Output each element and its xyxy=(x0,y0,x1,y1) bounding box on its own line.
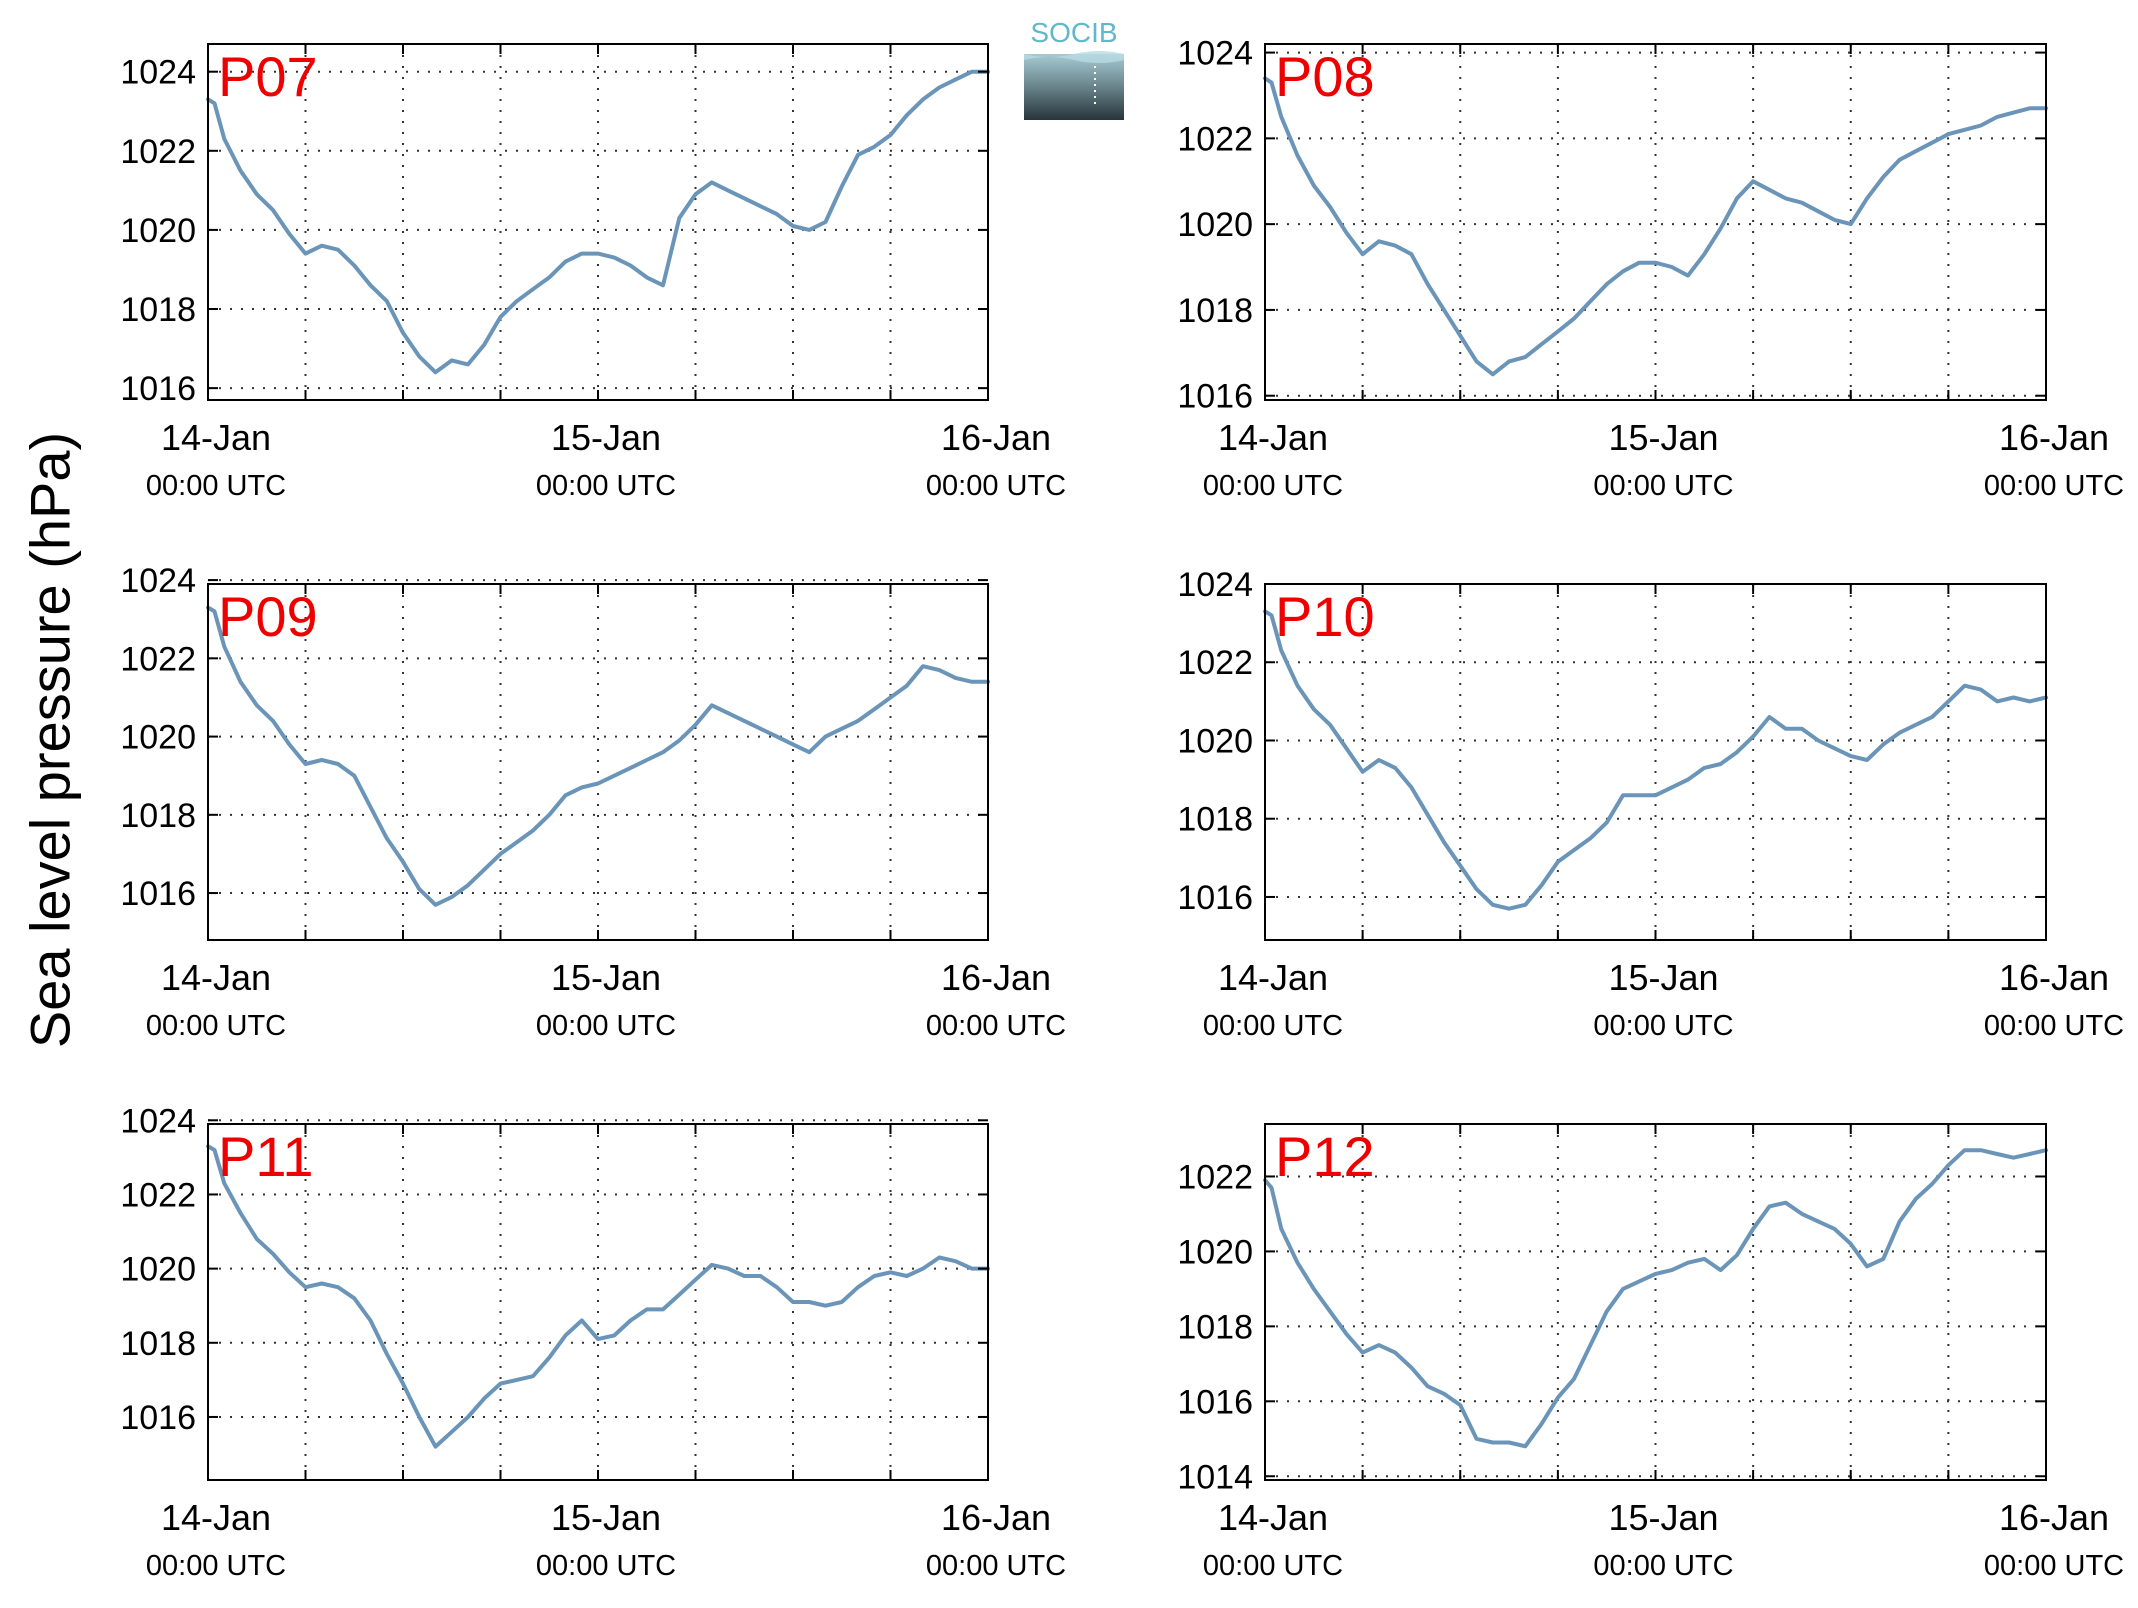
x-tick-sublabel: 00:00 UTC xyxy=(146,1010,286,1042)
y-tick-label: 1022 xyxy=(120,133,196,171)
x-tick-sublabel: 00:00 UTC xyxy=(1593,1010,1733,1042)
series-line xyxy=(206,1144,990,1449)
y-tick-label: 1024 xyxy=(1177,35,1253,73)
x-tick-sublabel: 00:00 UTC xyxy=(1984,470,2124,502)
x-tick-sublabel: 00:00 UTC xyxy=(1203,1550,1343,1582)
x-tick-sublabel: 00:00 UTC xyxy=(536,470,676,502)
chart-p07: 1016 1018 1020 1022 1024 14-Jan 00:00 UTC 15-Ja… xyxy=(120,43,1066,502)
x-tick-sublabel: 00:00 UTC xyxy=(536,1010,676,1042)
x-tick-label: 16-Jan xyxy=(1999,957,2109,998)
x-tick-label: 16-Jan xyxy=(941,957,1051,998)
panel-title: P07 xyxy=(218,45,318,108)
series-line xyxy=(206,69,990,375)
y-tick-label: 1020 xyxy=(120,1251,196,1289)
panel-title: P10 xyxy=(1275,585,1375,648)
panel-title: P11 xyxy=(218,1125,313,1188)
x-tick-label: 15-Jan xyxy=(1608,1497,1718,1538)
panel-title: P09 xyxy=(218,585,318,648)
x-tick-sublabel: 00:00 UTC xyxy=(926,1010,1066,1042)
x-tick-label: 16-Jan xyxy=(941,1497,1051,1538)
x-tick-label: 14-Jan xyxy=(161,1497,271,1538)
x-tick-label: 15-Jan xyxy=(1608,957,1718,998)
y-tick-label: 1020 xyxy=(1177,206,1253,244)
y-tick-label: 1016 xyxy=(1177,378,1253,416)
x-tick-sublabel: 00:00 UTC xyxy=(146,470,286,502)
y-tick-label: 1018 xyxy=(120,797,196,835)
y-tick-label: 1024 xyxy=(120,562,196,600)
x-tick-sublabel: 00:00 UTC xyxy=(926,1550,1066,1582)
x-tick-label: 14-Jan xyxy=(1218,417,1328,458)
x-tick-sublabel: 00:00 UTC xyxy=(1203,1010,1343,1042)
y-tick-label: 1020 xyxy=(120,719,196,757)
y-tick-label: 1020 xyxy=(1177,1233,1253,1271)
svg-text:SOCIB: SOCIB xyxy=(1030,17,1117,48)
x-tick-sublabel: 00:00 UTC xyxy=(146,1550,286,1582)
x-tick-sublabel: 00:00 UTC xyxy=(1984,1010,2124,1042)
y-tick-label: 1018 xyxy=(1177,292,1253,330)
y-tick-label: 1024 xyxy=(120,54,196,92)
x-tick-label: 15-Jan xyxy=(1608,417,1718,458)
y-tick-label: 1024 xyxy=(1177,566,1253,604)
x-tick-sublabel: 00:00 UTC xyxy=(1593,1550,1733,1582)
x-tick-sublabel: 00:00 UTC xyxy=(536,1550,676,1582)
x-tick-label: 16-Jan xyxy=(1999,417,2109,458)
x-tick-label: 14-Jan xyxy=(1218,957,1328,998)
panel-title: P12 xyxy=(1275,1125,1375,1188)
x-tick-label: 15-Jan xyxy=(551,417,661,458)
y-tick-label: 1018 xyxy=(1177,1308,1253,1346)
chart-p08: 1016 1018 1020 1022 1024 14-Jan 00:00 UTC 15-Ja… xyxy=(1177,35,2124,502)
x-tick-sublabel: 00:00 UTC xyxy=(1593,470,1733,502)
y-tick-label: 1016 xyxy=(1177,879,1253,917)
y-tick-label: 1016 xyxy=(120,370,196,408)
y-tick-label: 1022 xyxy=(120,640,196,678)
y-tick-label: 1014 xyxy=(1177,1458,1253,1496)
y-tick-label: 1018 xyxy=(1177,801,1253,839)
y-tick-label: 1018 xyxy=(120,291,196,329)
x-tick-sublabel: 00:00 UTC xyxy=(926,470,1066,502)
y-axis-label-text: Sea level pressure (hPa) xyxy=(18,431,82,1049)
panel-title: P08 xyxy=(1275,45,1375,108)
series-line xyxy=(206,605,990,907)
x-tick-label: 16-Jan xyxy=(941,417,1051,458)
x-tick-label: 15-Jan xyxy=(551,1497,661,1538)
x-tick-label: 14-Jan xyxy=(161,957,271,998)
chart-p12: 1014 1016 1018 1020 1022 14-Jan 00:00 UTC 15-Ja… xyxy=(1177,1123,2124,1582)
y-tick-label: 1018 xyxy=(120,1325,196,1363)
y-tick-label: 1020 xyxy=(120,212,196,250)
series-line xyxy=(1263,609,2048,911)
x-tick-sublabel: 00:00 UTC xyxy=(1984,1550,2124,1582)
series-line xyxy=(1263,1148,2048,1449)
y-tick-label: 1022 xyxy=(1177,644,1253,682)
y-tick-label: 1022 xyxy=(1177,1158,1253,1196)
y-tick-label: 1022 xyxy=(120,1176,196,1214)
chart-p09: 1016 1018 1020 1022 1024 14-Jan 00:00 UTC 15-Ja… xyxy=(120,562,1066,1042)
y-tick-label: 1022 xyxy=(1177,120,1253,158)
x-tick-label: 14-Jan xyxy=(161,417,271,458)
x-tick-label: 16-Jan xyxy=(1999,1497,2109,1538)
y-tick-label: 1016 xyxy=(120,1399,196,1437)
x-tick-label: 14-Jan xyxy=(1218,1497,1328,1538)
y-tick-label: 1020 xyxy=(1177,722,1253,760)
socib-logo: SOCIB xyxy=(1024,14,1124,122)
y-tick-label: 1016 xyxy=(120,875,196,913)
series-line xyxy=(1263,76,2048,377)
x-tick-sublabel: 00:00 UTC xyxy=(1203,470,1343,502)
chart-p10: 1016 1018 1020 1022 1024 14-Jan 00:00 UTC 15-Ja… xyxy=(1177,566,2124,1042)
x-tick-label: 15-Jan xyxy=(551,957,661,998)
y-tick-label: 1016 xyxy=(1177,1383,1253,1421)
y-tick-label: 1024 xyxy=(120,1102,196,1140)
chart-p11: 1016 1018 1020 1022 1024 14-Jan 00:00 UTC 15-Ja… xyxy=(120,1102,1066,1582)
